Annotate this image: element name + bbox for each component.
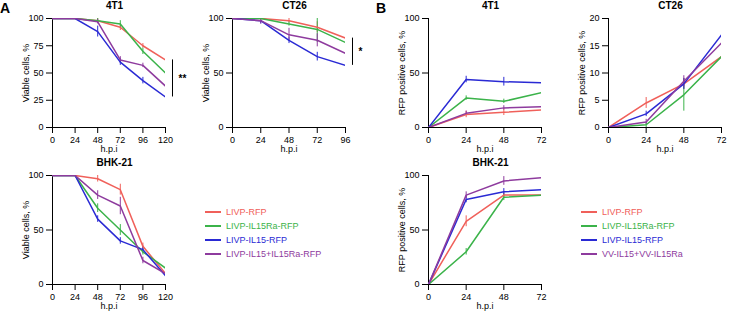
svg-text:48: 48 [499,135,509,145]
svg-text:24: 24 [256,135,266,145]
svg-text:100: 100 [208,13,223,23]
html-text:VV-IL15+VV-IL15Ra: VV-IL15+VV-IL15Ra [602,249,683,259]
svg-text:Viable cells, %: Viable cells, % [21,44,31,102]
svg-text:50: 50 [33,68,43,78]
svg-text:48: 48 [284,134,294,145]
svg-text:RFP positive cells, %: RFP positive cells, % [397,31,407,115]
svg-text:72: 72 [716,135,726,145]
svg-text:48: 48 [92,291,103,302]
svg-text:RFP positive cells, %: RFP positive cells, % [397,188,407,272]
html-text:BHK-21: BHK-21 [472,157,509,168]
svg-text:0: 0 [218,122,223,132]
html-text:LIVP-IL15Ra-RFP: LIVP-IL15Ra-RFP [602,221,675,231]
html-text:4T1: 4T1 [481,0,500,11]
html-text:LIVP-IL15-RFP: LIVP-IL15-RFP [226,235,287,245]
svg-text:72: 72 [536,135,546,145]
svg-text:0: 0 [426,135,431,145]
svg-text:Viable cells, %: Viable cells, % [201,44,211,102]
svg-text:120: 120 [158,135,173,145]
svg-text:24: 24 [641,135,651,145]
svg-text:20: 20 [589,13,599,23]
html-text:CT26: CT26 [282,0,307,11]
svg-text:48: 48 [679,135,689,145]
svg-text:24: 24 [461,292,471,302]
svg-text:5: 5 [594,95,599,105]
svg-text:96: 96 [340,135,350,145]
svg-text:50: 50 [213,68,223,78]
svg-text:h.p.i: h.p.i [476,301,493,311]
svg-text:24: 24 [461,135,471,145]
svg-text:0: 0 [426,292,431,302]
svg-text:24: 24 [70,135,80,145]
svg-text:100: 100 [404,170,419,180]
svg-text:0: 0 [594,122,599,132]
svg-text:h.p.i: h.p.i [100,301,117,311]
svg-text:h.p.i: h.p.i [280,144,297,154]
svg-text:h.p.i: h.p.i [100,144,117,154]
svg-text:RFP positive cells, %: RFP positive cells, % [577,31,587,115]
svg-text:25: 25 [33,95,43,105]
svg-text:0: 0 [38,279,43,289]
svg-text:50: 50 [409,68,419,78]
svg-text:72: 72 [115,134,126,145]
html-text:B: B [376,0,387,16]
svg-text:0: 0 [50,292,55,302]
svg-text:0: 0 [414,122,419,132]
html-text:LIVP-IL15+IL15Ra-RFP: LIVP-IL15+IL15Ra-RFP [226,249,322,259]
svg-text:0: 0 [50,135,55,145]
html-text:LIVP-IL15Ra-RFP: LIVP-IL15Ra-RFP [226,221,299,231]
svg-text:100: 100 [28,170,43,180]
svg-text:Viable cells, %: Viable cells, % [21,201,31,259]
svg-text:10: 10 [589,68,599,78]
svg-text:48: 48 [499,292,509,302]
html-text:LIVP-RFP: LIVP-RFP [602,207,643,217]
html-text:LIVP-IL15-RFP: LIVP-IL15-RFP [602,235,663,245]
html-text:LIVP-RFP: LIVP-RFP [226,207,267,217]
svg-text:75: 75 [33,41,43,51]
svg-text:0: 0 [606,135,611,145]
svg-text:h.p.i: h.p.i [656,144,673,154]
svg-text:100: 100 [404,13,419,23]
svg-text:*: * [359,46,363,57]
svg-text:96: 96 [138,135,148,145]
svg-text:72: 72 [536,292,546,302]
html-text:4T1: 4T1 [105,0,124,11]
svg-text:72: 72 [312,135,322,145]
svg-text:72: 72 [115,291,126,302]
svg-text:24: 24 [70,292,80,302]
html-text:CT26: CT26 [658,0,683,11]
svg-text:0: 0 [230,135,235,145]
html-text:A: A [0,0,11,16]
svg-text:48: 48 [92,134,103,145]
svg-text:50: 50 [409,225,419,235]
svg-text:**: ** [179,73,187,84]
svg-text:100: 100 [28,13,43,23]
svg-text:h.p.i: h.p.i [476,144,493,154]
html-text:BHK-21: BHK-21 [96,157,133,168]
svg-text:96: 96 [138,292,148,302]
svg-text:0: 0 [38,122,43,132]
svg-text:0: 0 [414,279,419,289]
svg-text:50: 50 [33,225,43,235]
svg-text:15: 15 [589,41,599,51]
svg-text:120: 120 [158,292,173,302]
